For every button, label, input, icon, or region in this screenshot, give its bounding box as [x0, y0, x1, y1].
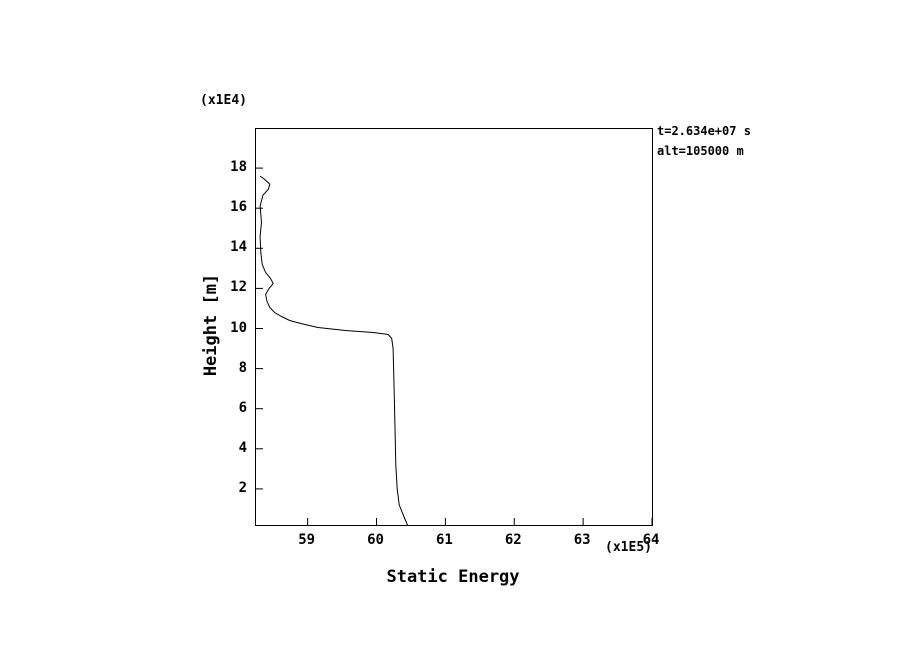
y-tick-label: 10	[230, 319, 247, 336]
y-tick-label: 16	[230, 199, 247, 216]
y-tick-label: 18	[230, 159, 247, 176]
annotation-altitude: alt=105000 m	[657, 144, 744, 158]
annotation-block: t=2.634e+07 s alt=105000 m	[657, 121, 751, 161]
x-tick-label: 59	[298, 532, 316, 548]
y-tick-label: 12	[230, 279, 247, 296]
x-tick-label: 61	[435, 532, 453, 548]
y-tick-label: 4	[238, 439, 247, 456]
x-tick-label: 63	[573, 532, 591, 548]
x-axis-scale-label: (x1E5)	[605, 540, 652, 555]
x-tick-label: 62	[504, 532, 522, 548]
y-tick-label: 6	[238, 399, 247, 416]
y-tick-label: 14	[230, 239, 247, 256]
plot-svg	[256, 167, 652, 525]
x-tick-label: 60	[367, 532, 384, 548]
annotation-time: t=2.634e+07 s	[657, 124, 751, 138]
plot-frame	[255, 128, 653, 526]
y-tick-label: 2	[238, 479, 247, 496]
x-axis-title: Static Energy	[386, 567, 520, 587]
x-tick-label: 64	[642, 532, 660, 548]
curve-static-energy-profile	[259, 175, 408, 525]
y-tick-label: 8	[238, 359, 247, 376]
y-axis-scale-label: (x1E4)	[200, 93, 247, 108]
